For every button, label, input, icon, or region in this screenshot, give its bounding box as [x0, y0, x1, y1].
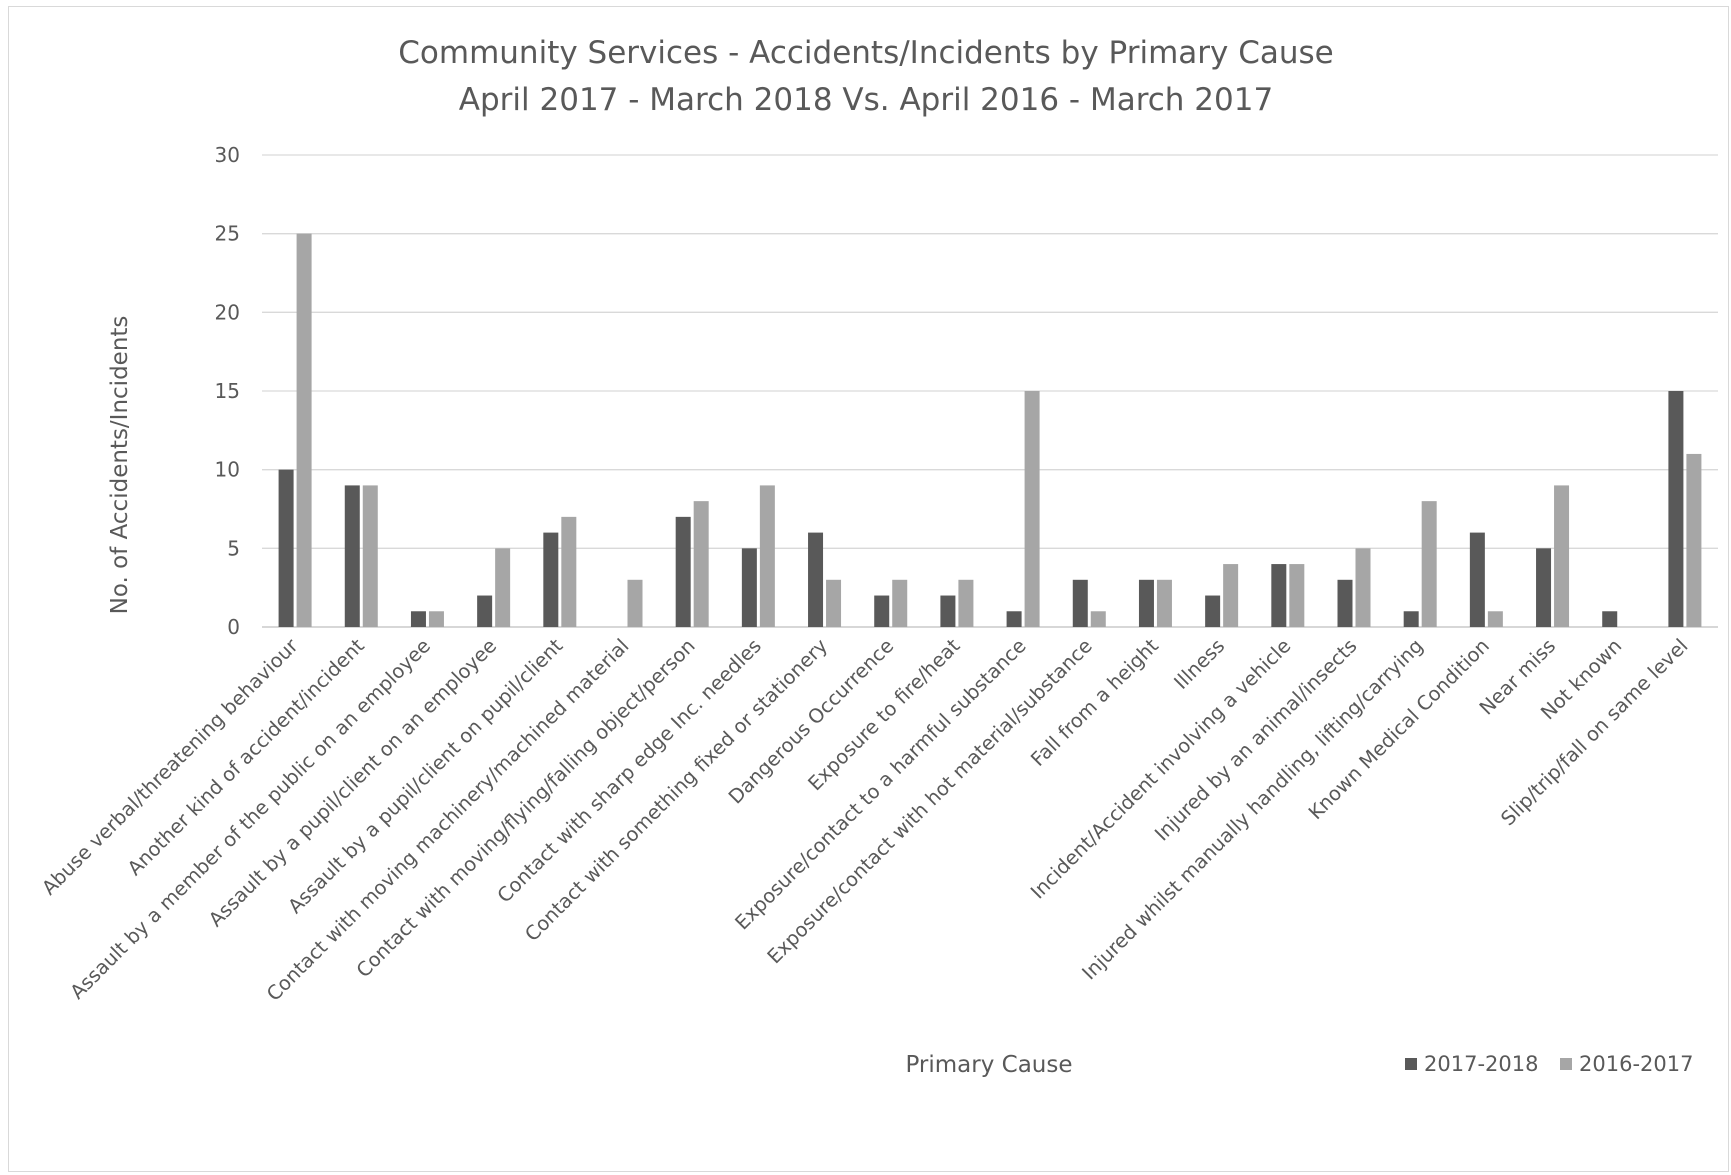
bar-2017-2018: [1403, 611, 1419, 627]
bar-2017-2018: [1469, 532, 1485, 627]
bar-2017-2018: [741, 548, 757, 627]
bar-2017-2018: [675, 516, 691, 627]
bar-2016-2017: [958, 579, 974, 627]
bar-2017-2018: [1271, 564, 1287, 627]
legend-label: 2016-2017: [1579, 1052, 1693, 1076]
bar-2016-2017: [495, 548, 511, 627]
y-tick-label: 20: [215, 300, 240, 324]
bar-2016-2017: [1090, 611, 1106, 627]
bar-2016-2017: [362, 485, 378, 627]
chart-subtitle: April 2017 - March 2018 Vs. April 2016 -…: [459, 82, 1273, 118]
bar-2016-2017: [693, 501, 709, 627]
bar-2017-2018: [543, 532, 559, 627]
x-tick-label: Illness: [1170, 634, 1230, 694]
y-axis-ticks: 0 5 10 15 20 25 30: [215, 143, 240, 639]
bar-2016-2017: [1223, 564, 1239, 627]
bar-2016-2017: [1024, 391, 1040, 627]
bar-2016-2017: [1686, 453, 1702, 627]
bar-2017-2018: [410, 611, 426, 627]
bar-2016-2017: [561, 516, 577, 627]
bar-2016-2017: [759, 485, 775, 627]
y-tick-label: 30: [215, 143, 240, 167]
bar-2016-2017: [826, 579, 842, 627]
x-tick-label: Contact with something fixed or statione…: [520, 634, 832, 946]
bar-2017-2018: [1536, 548, 1552, 627]
legend-swatch: [1405, 1058, 1417, 1070]
bar-2017-2018: [477, 595, 493, 627]
bar-2016-2017: [296, 233, 312, 627]
bar-2017-2018: [808, 532, 824, 627]
bar-2017-2018: [1006, 611, 1022, 627]
bar-2017-2018: [344, 485, 360, 627]
bar-2017-2018: [1205, 595, 1221, 627]
bar-2016-2017: [1156, 579, 1172, 627]
legend-label: 2017-2018: [1424, 1052, 1538, 1076]
bar-2016-2017: [1355, 548, 1371, 627]
bar-2016-2017: [892, 579, 908, 627]
bar-2016-2017: [1487, 611, 1503, 627]
y-tick-label: 0: [227, 615, 240, 639]
bar-2017-2018: [874, 595, 890, 627]
y-tick-label: 15: [215, 379, 240, 403]
bar-2017-2018: [1072, 579, 1088, 627]
bar-2017-2018: [1337, 579, 1353, 627]
bar-2017-2018: [1602, 611, 1618, 627]
bar-2017-2018: [278, 469, 294, 627]
chart-frame: [8, 6, 1729, 1172]
legend-swatch: [1560, 1058, 1572, 1070]
gridlines: [262, 154, 1718, 628]
y-axis-label: No. of Accidents/Incidents: [107, 316, 133, 615]
bar-2017-2018: [940, 595, 956, 627]
bar-2017-2018: [1138, 579, 1154, 627]
x-tick-label: Another kind of accident/incident: [123, 634, 369, 880]
x-axis-categories: Abuse verbal/threatening behaviourAnothe…: [37, 634, 1692, 1006]
y-tick-label: 25: [215, 222, 240, 246]
bar-2017-2018: [1668, 391, 1684, 627]
bar-2016-2017: [1289, 564, 1305, 627]
chart-title: Community Services - Accidents/Incidents…: [398, 35, 1333, 71]
bar-2016-2017: [1554, 485, 1570, 627]
x-axis-label: Primary Cause: [905, 1052, 1072, 1078]
y-tick-label: 5: [227, 536, 240, 560]
y-tick-label: 10: [215, 458, 240, 482]
legend: 2017-2018 2016-2017: [1405, 1052, 1693, 1076]
bar-2016-2017: [627, 579, 643, 627]
bar-2016-2017: [428, 611, 444, 627]
x-tick-label: Fall from a height: [1026, 634, 1163, 771]
bar-2016-2017: [1421, 501, 1437, 627]
bars: [278, 233, 1702, 627]
